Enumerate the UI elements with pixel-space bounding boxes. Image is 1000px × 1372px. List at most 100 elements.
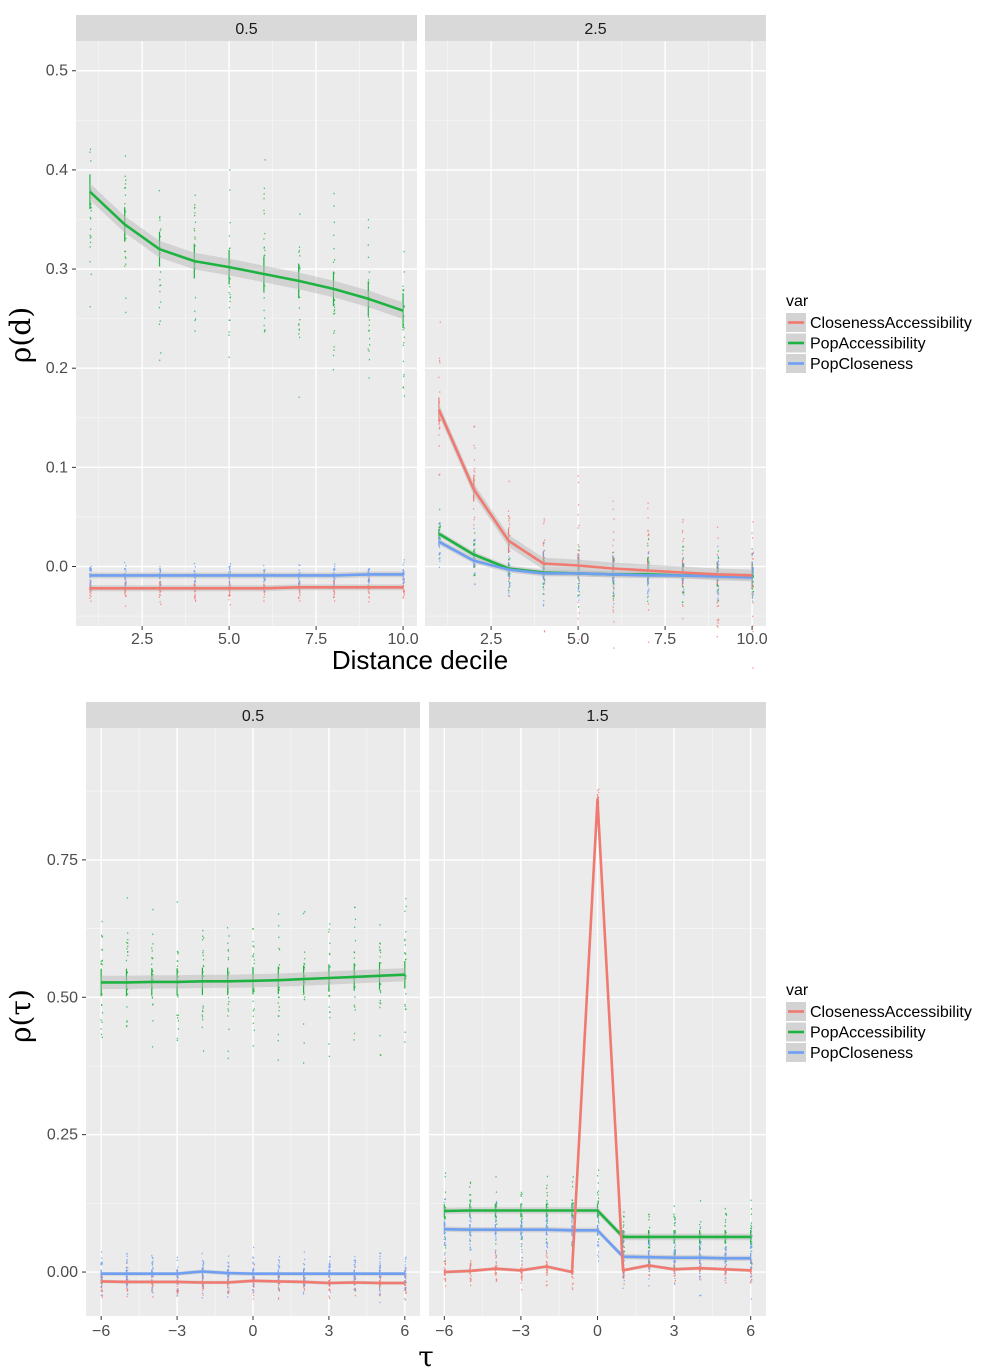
data-point: [90, 579, 92, 581]
data-point: [622, 1240, 624, 1243]
data-point: [403, 342, 405, 344]
data-point: [127, 1293, 129, 1295]
data-point: [303, 1277, 305, 1279]
data-point: [751, 591, 753, 593]
data-point: [699, 1278, 701, 1280]
data-point: [332, 261, 335, 263]
data-point: [227, 1274, 230, 1276]
data-point: [474, 467, 476, 470]
data-point: [202, 935, 204, 937]
data-point: [125, 594, 127, 597]
data-point: [750, 1245, 752, 1247]
data-point: [673, 1275, 675, 1277]
x-tick-label: 3: [324, 1323, 333, 1340]
data-point: [159, 580, 162, 583]
data-point: [159, 235, 161, 238]
data-point: [193, 583, 195, 585]
data-point: [578, 585, 580, 587]
data-point: [202, 1289, 204, 1292]
data-point: [438, 360, 441, 362]
data-point: [354, 1263, 356, 1266]
data-point: [176, 1014, 178, 1016]
data-point: [127, 932, 129, 934]
data-point: [647, 552, 650, 555]
legend-label: ClosenessAccessibility: [810, 315, 972, 332]
data-point: [470, 1206, 472, 1208]
data-point: [89, 591, 91, 593]
data-point: [379, 1267, 381, 1270]
data-point: [495, 1232, 497, 1235]
data-point: [299, 564, 301, 566]
data-point: [405, 897, 407, 900]
data-point: [279, 1283, 281, 1285]
x-axis-title: τ: [418, 1340, 434, 1372]
data-point: [682, 549, 684, 552]
data-point: [100, 1019, 102, 1021]
data-point: [124, 265, 126, 267]
data-point: [623, 1271, 625, 1273]
data-point: [495, 1272, 497, 1275]
data-point: [176, 950, 178, 953]
data-point: [648, 1278, 650, 1280]
data-point: [194, 577, 196, 580]
data-point: [521, 1213, 523, 1215]
data-point: [648, 1268, 650, 1270]
data-point: [750, 1270, 752, 1272]
data-point: [299, 571, 301, 574]
data-point: [613, 647, 615, 649]
data-point: [368, 578, 370, 580]
data-point: [472, 508, 475, 510]
data-point: [495, 1280, 497, 1283]
data-point: [752, 558, 754, 560]
legend-item-popcloseness: PopCloseness: [786, 354, 913, 373]
data-point: [278, 1276, 280, 1279]
data-point: [125, 237, 127, 240]
data-point: [299, 213, 301, 215]
data-point: [402, 387, 405, 389]
data-point: [202, 1267, 204, 1269]
data-point: [353, 1032, 356, 1035]
data-point: [124, 175, 126, 178]
data-point: [89, 216, 91, 219]
data-point: [444, 1198, 446, 1201]
data-point: [578, 545, 580, 548]
data-point: [124, 582, 126, 585]
data-point: [303, 992, 305, 995]
data-point: [329, 1016, 331, 1019]
data-point: [159, 583, 161, 585]
data-point: [263, 291, 265, 293]
data-point: [151, 996, 153, 998]
data-point: [577, 549, 579, 551]
data-point: [508, 577, 510, 580]
data-point: [202, 1275, 204, 1277]
data-point: [571, 1287, 574, 1289]
data-point: [379, 1002, 382, 1005]
data-point: [176, 1283, 179, 1285]
data-point: [333, 309, 336, 311]
data-point: [176, 1290, 179, 1292]
data-point: [521, 1259, 523, 1262]
data-point: [354, 1278, 356, 1280]
data-point: [299, 319, 301, 321]
data-point: [751, 596, 753, 598]
data-point: [253, 953, 255, 955]
data-point: [202, 1285, 205, 1288]
data-point: [368, 377, 370, 379]
data-point: [194, 566, 196, 568]
data-point: [379, 1002, 381, 1004]
data-point: [546, 1273, 548, 1275]
data-point: [126, 1295, 128, 1298]
chart-distance-decile: 0.52.5 5.0 7.5 10.00.00.10.20.30.40.52.52.5…: [4, 15, 972, 675]
panel-background: [76, 41, 417, 626]
data-point: [673, 1205, 675, 1207]
data-point: [613, 582, 615, 585]
data-point: [577, 587, 579, 589]
data-point: [228, 1000, 230, 1003]
data-point: [578, 578, 580, 581]
data-point: [228, 1287, 230, 1289]
data-point: [124, 250, 127, 253]
data-point: [439, 525, 441, 527]
data-point: [507, 574, 510, 577]
data-point: [469, 1194, 471, 1196]
data-point: [125, 257, 127, 259]
